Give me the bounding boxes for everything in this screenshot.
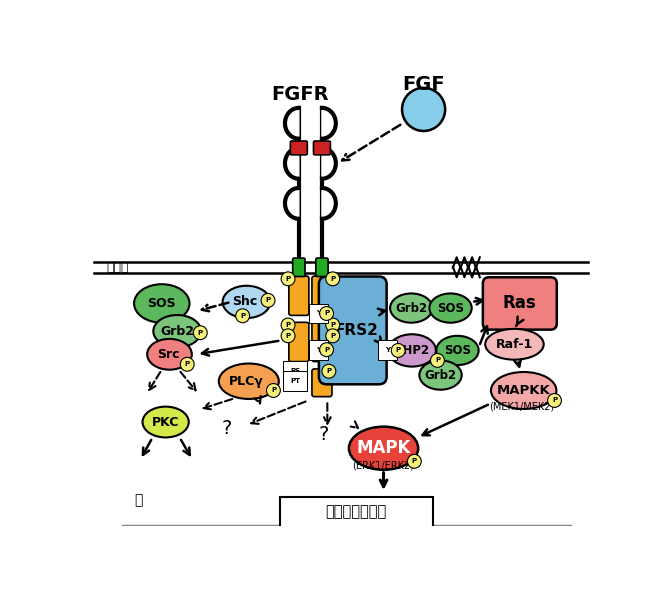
Text: P: P bbox=[330, 322, 335, 328]
FancyBboxPatch shape bbox=[319, 277, 386, 384]
Circle shape bbox=[281, 318, 295, 332]
Ellipse shape bbox=[485, 329, 544, 360]
Circle shape bbox=[402, 88, 445, 131]
Circle shape bbox=[235, 309, 249, 323]
Text: 細胞膜: 細胞膜 bbox=[106, 261, 129, 274]
Ellipse shape bbox=[219, 363, 279, 399]
FancyBboxPatch shape bbox=[289, 276, 309, 316]
FancyBboxPatch shape bbox=[289, 322, 309, 362]
Ellipse shape bbox=[154, 315, 201, 348]
Text: ?: ? bbox=[222, 420, 233, 439]
Text: SHP2: SHP2 bbox=[394, 344, 430, 357]
Text: Raf-1: Raf-1 bbox=[496, 338, 533, 351]
Ellipse shape bbox=[436, 336, 479, 365]
Ellipse shape bbox=[134, 284, 190, 323]
Circle shape bbox=[261, 294, 275, 307]
Circle shape bbox=[326, 272, 340, 286]
Circle shape bbox=[180, 358, 194, 371]
Ellipse shape bbox=[491, 372, 557, 409]
Text: P: P bbox=[552, 398, 557, 404]
Ellipse shape bbox=[390, 294, 432, 323]
Circle shape bbox=[322, 364, 336, 378]
Text: P: P bbox=[285, 276, 291, 282]
Text: P: P bbox=[435, 358, 440, 363]
Polygon shape bbox=[285, 188, 299, 219]
Text: P: P bbox=[185, 361, 190, 367]
FancyBboxPatch shape bbox=[293, 258, 305, 277]
FancyBboxPatch shape bbox=[279, 496, 433, 528]
Ellipse shape bbox=[430, 294, 471, 323]
Text: SOS: SOS bbox=[444, 344, 471, 357]
Text: Grb2: Grb2 bbox=[424, 369, 457, 382]
FancyBboxPatch shape bbox=[291, 141, 307, 155]
Circle shape bbox=[281, 329, 295, 343]
Ellipse shape bbox=[349, 427, 418, 470]
Text: 細胞増殖、分化: 細胞増殖、分化 bbox=[325, 505, 386, 519]
Polygon shape bbox=[322, 148, 336, 178]
Text: P: P bbox=[396, 348, 401, 353]
Text: Y: Y bbox=[317, 347, 321, 353]
Text: (ERK1/ERK2): (ERK1/ERK2) bbox=[352, 461, 414, 471]
Polygon shape bbox=[322, 188, 336, 219]
Text: Y: Y bbox=[317, 310, 321, 316]
Text: FGFR: FGFR bbox=[271, 85, 329, 103]
Text: PLCγ: PLCγ bbox=[229, 375, 264, 388]
Text: P: P bbox=[330, 276, 335, 282]
Circle shape bbox=[326, 329, 340, 343]
Text: Grb2: Grb2 bbox=[395, 301, 428, 314]
FancyBboxPatch shape bbox=[483, 277, 557, 330]
Ellipse shape bbox=[142, 407, 189, 437]
Text: P: P bbox=[324, 310, 329, 316]
Text: Src: Src bbox=[157, 348, 179, 361]
Polygon shape bbox=[285, 148, 299, 178]
Circle shape bbox=[430, 353, 444, 368]
Text: P: P bbox=[285, 322, 291, 328]
FancyBboxPatch shape bbox=[312, 322, 332, 362]
Text: Y: Y bbox=[385, 348, 390, 353]
Text: 核: 核 bbox=[134, 493, 143, 508]
Circle shape bbox=[320, 343, 334, 356]
Ellipse shape bbox=[147, 339, 192, 370]
Text: MAPKK: MAPKK bbox=[497, 384, 551, 397]
Text: P: P bbox=[412, 458, 417, 465]
Text: P: P bbox=[327, 368, 331, 374]
Text: Shc: Shc bbox=[232, 296, 257, 309]
FancyBboxPatch shape bbox=[312, 369, 332, 397]
FancyBboxPatch shape bbox=[312, 276, 332, 316]
Text: P: P bbox=[240, 313, 245, 319]
Text: P: P bbox=[330, 333, 335, 339]
Text: P: P bbox=[285, 333, 291, 339]
Ellipse shape bbox=[388, 335, 436, 366]
Text: PS: PS bbox=[290, 368, 300, 374]
Text: (MEK1/MEK2): (MEK1/MEK2) bbox=[489, 402, 555, 412]
FancyBboxPatch shape bbox=[313, 141, 331, 155]
Circle shape bbox=[547, 394, 561, 407]
Circle shape bbox=[391, 343, 405, 358]
Circle shape bbox=[326, 318, 340, 332]
Text: ?: ? bbox=[319, 425, 329, 444]
Text: Ras: Ras bbox=[503, 294, 537, 313]
Text: P: P bbox=[198, 330, 203, 336]
Circle shape bbox=[408, 454, 422, 468]
Text: PT: PT bbox=[290, 378, 300, 384]
Polygon shape bbox=[285, 108, 299, 139]
Circle shape bbox=[320, 307, 334, 320]
Circle shape bbox=[281, 272, 295, 286]
Text: SOS: SOS bbox=[437, 301, 464, 314]
Text: FRS2: FRS2 bbox=[334, 323, 378, 338]
Text: PKC: PKC bbox=[152, 415, 180, 428]
Polygon shape bbox=[322, 108, 336, 139]
Text: P: P bbox=[271, 388, 276, 394]
Text: P: P bbox=[324, 347, 329, 353]
Text: SOS: SOS bbox=[148, 297, 176, 310]
Text: P: P bbox=[265, 297, 271, 303]
Ellipse shape bbox=[420, 361, 462, 389]
Text: MAPK: MAPK bbox=[356, 439, 411, 457]
Circle shape bbox=[267, 384, 281, 397]
Text: Grb2: Grb2 bbox=[160, 324, 194, 337]
Text: FGF: FGF bbox=[402, 75, 445, 95]
Circle shape bbox=[194, 326, 207, 340]
Ellipse shape bbox=[223, 286, 271, 318]
FancyBboxPatch shape bbox=[316, 258, 328, 277]
